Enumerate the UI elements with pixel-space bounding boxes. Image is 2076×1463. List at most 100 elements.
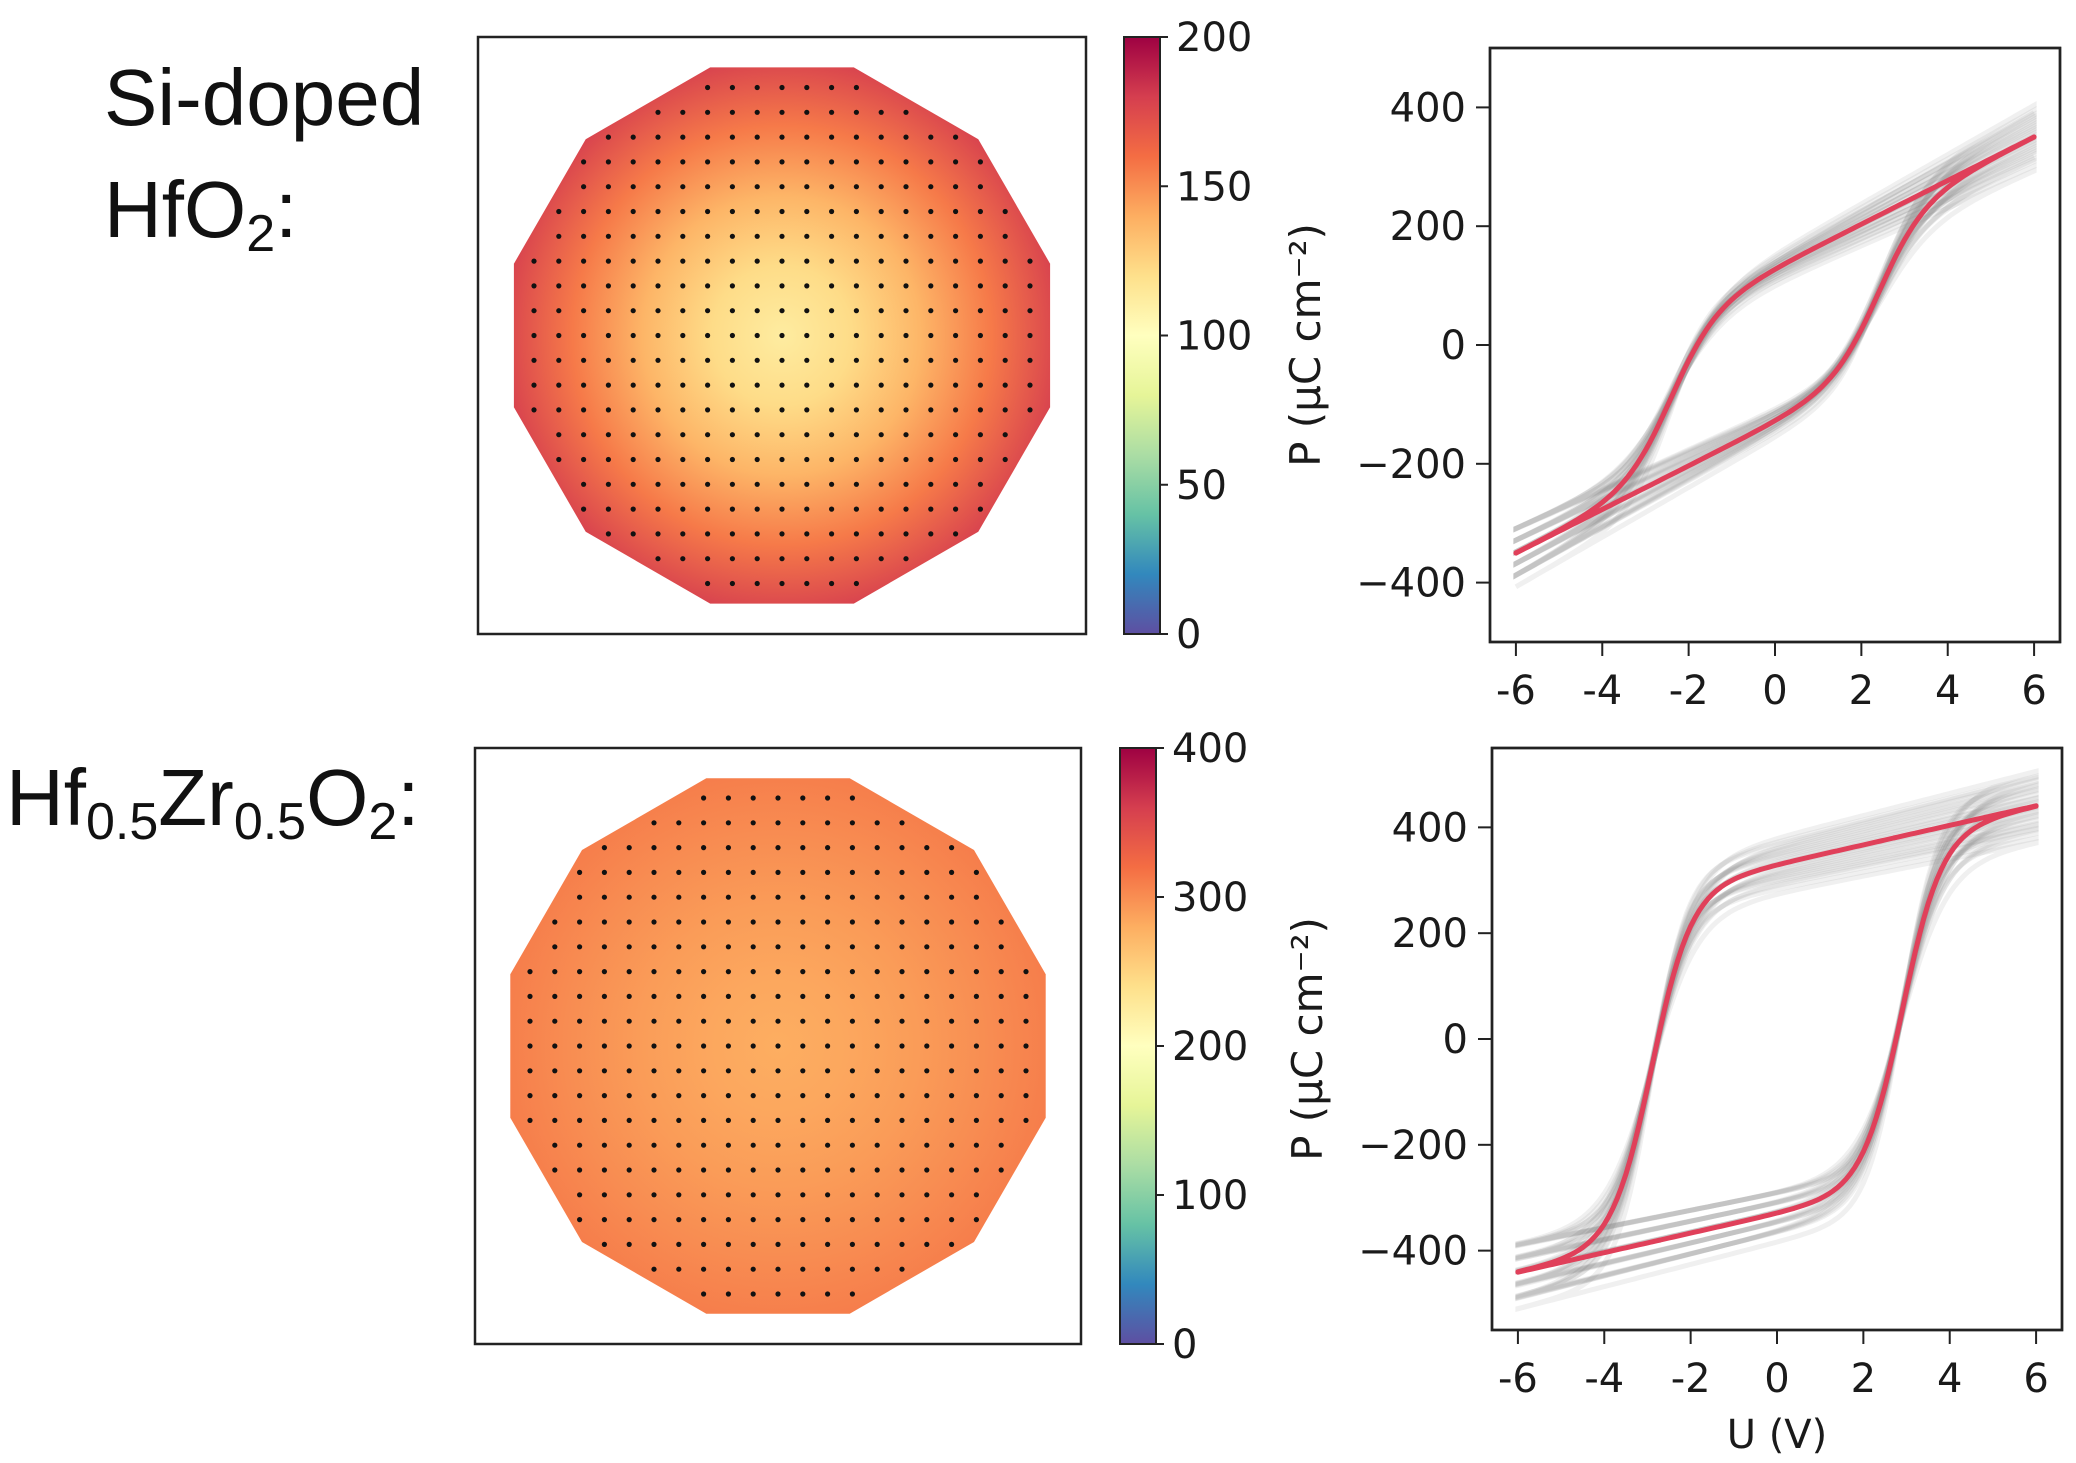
measurement-dot [705,233,711,239]
measurement-dot [953,208,959,215]
measurement-dot [953,357,959,363]
measurement-dot [899,845,905,851]
measurement-dot [800,944,806,950]
measurement-dot [924,1018,930,1024]
measurement-dot [605,184,612,190]
measurement-dot [949,1093,955,1099]
measurement-dot [577,1068,583,1074]
measurement-dot [1023,969,1029,975]
measurement-dot [825,1241,831,1247]
measurement-dot [1027,332,1033,339]
x-tick-label: 2 [1849,668,1874,714]
measurement-dot [701,1167,707,1173]
measurement-dot [949,1142,955,1148]
measurement-dot [853,283,860,289]
measurement-dot [750,1241,756,1247]
measurement-dot [998,1117,1004,1123]
measurement-dot [998,944,1004,950]
measurement-dot [705,134,711,140]
measurement-dot [676,1241,682,1247]
measurement-dot [1023,1018,1029,1024]
measurement-dot [953,382,959,388]
measurement-dot [953,407,959,413]
measurement-dot [626,869,632,876]
measurement-dot [977,481,984,487]
measurement-dot [973,1192,980,1198]
measurement-dot [878,283,884,289]
measurement-dot [899,869,905,876]
measurement-dot [651,1192,657,1198]
row1-label-line2: HfO2: [104,170,297,261]
measurement-dot [928,506,934,512]
measurement-dot [676,845,682,851]
row1-formula-base: HfO [104,165,247,254]
measurement-dot [949,894,955,900]
measurement-dot [705,357,711,363]
measurement-dot [581,481,587,487]
measurement-dot [651,1093,657,1099]
measurement-dot [630,184,636,190]
measurement-dot [899,1117,905,1123]
measurement-dot [928,258,934,264]
measurement-dot [581,357,587,363]
measurement-dot [928,357,934,363]
x-tick-label: -6 [1496,668,1536,714]
measurement-dot [874,869,880,876]
measurement-dot [825,944,831,950]
measurement-dot [903,556,909,562]
measurement-dot [924,1093,930,1099]
x-tick-label: 2 [1851,1356,1876,1402]
measurement-dot [779,283,785,289]
measurement-dot [581,432,587,438]
measurement-dot [849,795,856,801]
measurement-dot [800,894,806,900]
measurement-dot [605,332,612,339]
measurement-dot [725,944,732,950]
measurement-dot [680,556,686,562]
measurement-dot [800,1167,806,1173]
measurement-dot [680,481,686,487]
measurement-dot [676,969,682,975]
measurement-dot [651,1217,657,1223]
measurement-dot [754,556,760,562]
measurement-dot [626,1217,632,1223]
measurement-dot [531,357,537,363]
measurement-dot [804,233,810,239]
measurement-dot [928,159,934,165]
measurement-dot [853,531,860,537]
colorbar-tick-label: 200 [1172,1024,1248,1070]
measurement-dot [705,531,711,537]
measurement-dot [928,332,934,339]
measurement-dot [725,1266,732,1272]
measurement-dot [701,1217,707,1223]
measurement-dot [849,894,856,900]
colorbar [1119,747,1157,1345]
measurement-dot [750,1093,756,1099]
measurement-dot [977,332,984,339]
measurement-dot [630,432,636,438]
measurement-dot [754,432,760,438]
measurement-dot [729,506,736,512]
measurement-dot [729,109,736,115]
measurement-dot [953,481,959,487]
measurement-dot [779,407,785,413]
measurement-dot [705,556,711,562]
measurement-dot [725,1018,732,1024]
measurement-dot [953,332,959,339]
measurement-dot [949,1192,955,1198]
measurement-dot [725,1291,732,1297]
measurement-dot [800,1093,806,1099]
measurement-dot [977,308,984,314]
measurement-dot [1023,1093,1029,1099]
measurement-dot [899,919,905,925]
measurement-dot [630,531,636,537]
measurement-dot [729,134,736,140]
measurement-dot [800,1068,806,1074]
measurement-dot [804,84,810,91]
measurement-dot [825,1266,831,1272]
measurement-dot [552,1117,558,1123]
measurement-dot [899,1192,905,1198]
measurement-dot [853,481,860,487]
measurement-dot [977,456,984,463]
measurement-dot [849,1192,856,1198]
